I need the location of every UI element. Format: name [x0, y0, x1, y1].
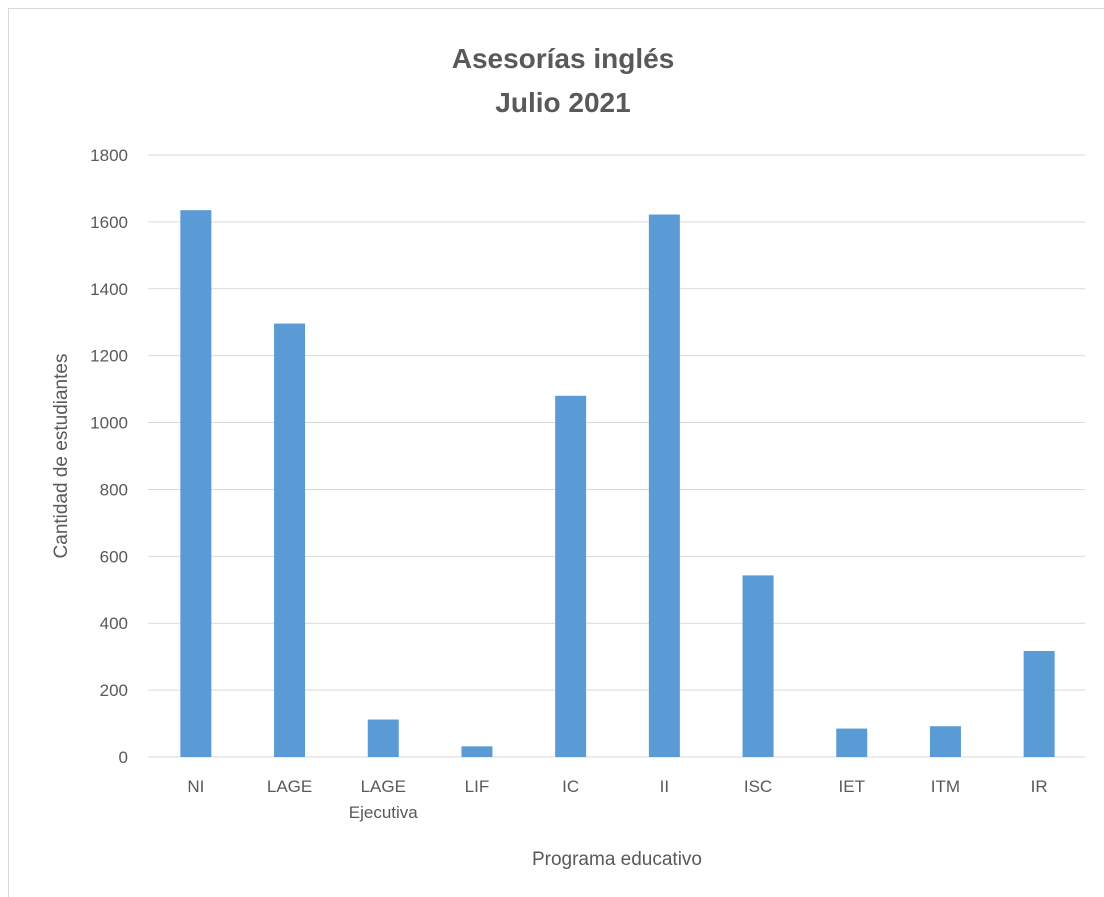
y-tick-label: 800	[100, 480, 128, 499]
y-tick-label: 1600	[90, 213, 128, 232]
bar	[1023, 650, 1055, 757]
x-tick-label: NI	[187, 777, 204, 796]
x-tick-label: ITM	[931, 777, 960, 796]
x-axis-tick-labels: NI LAGE LAGE Ejecutiva LIF IC II ISC IET ITM IR	[187, 777, 1047, 822]
bar	[180, 210, 212, 757]
bar	[648, 214, 680, 757]
x-tick-label: LAGE	[361, 777, 406, 796]
y-tick-label: 600	[100, 547, 128, 566]
y-tick-label: 1200	[90, 347, 128, 366]
x-tick-label: II	[660, 777, 669, 796]
x-tick-label: LAGE	[267, 777, 312, 796]
y-tick-label: 0	[119, 748, 128, 767]
y-axis-title: Cantidad de estudiantes	[51, 354, 72, 559]
bars	[180, 210, 1055, 757]
y-tick-label: 1400	[90, 280, 128, 299]
chart-title-line-2: Julio 2021	[495, 87, 630, 118]
x-tick-label: IR	[1031, 777, 1048, 796]
bar	[929, 726, 961, 757]
x-tick-label: LIF	[465, 777, 490, 796]
chart-title-line-1: Asesorías inglés	[452, 43, 675, 74]
y-tick-label: 400	[100, 614, 128, 633]
y-axis-tick-labels: 0 200 400 600 800 1000 1200 1400 1600 1800	[90, 146, 128, 767]
bar	[742, 575, 774, 757]
x-tick-label: Ejecutiva	[349, 803, 419, 822]
y-tick-label: 1800	[90, 146, 128, 165]
x-axis-title: Programa educativo	[532, 849, 702, 870]
bar	[367, 719, 399, 757]
bar	[461, 746, 493, 757]
x-tick-label: ISC	[744, 777, 772, 796]
bar	[836, 728, 868, 757]
bar	[555, 395, 587, 757]
x-tick-label: IET	[839, 777, 865, 796]
bar	[274, 323, 306, 757]
y-tick-label: 1000	[90, 414, 128, 433]
x-tick-label: IC	[562, 777, 579, 796]
y-tick-label: 200	[100, 681, 128, 700]
